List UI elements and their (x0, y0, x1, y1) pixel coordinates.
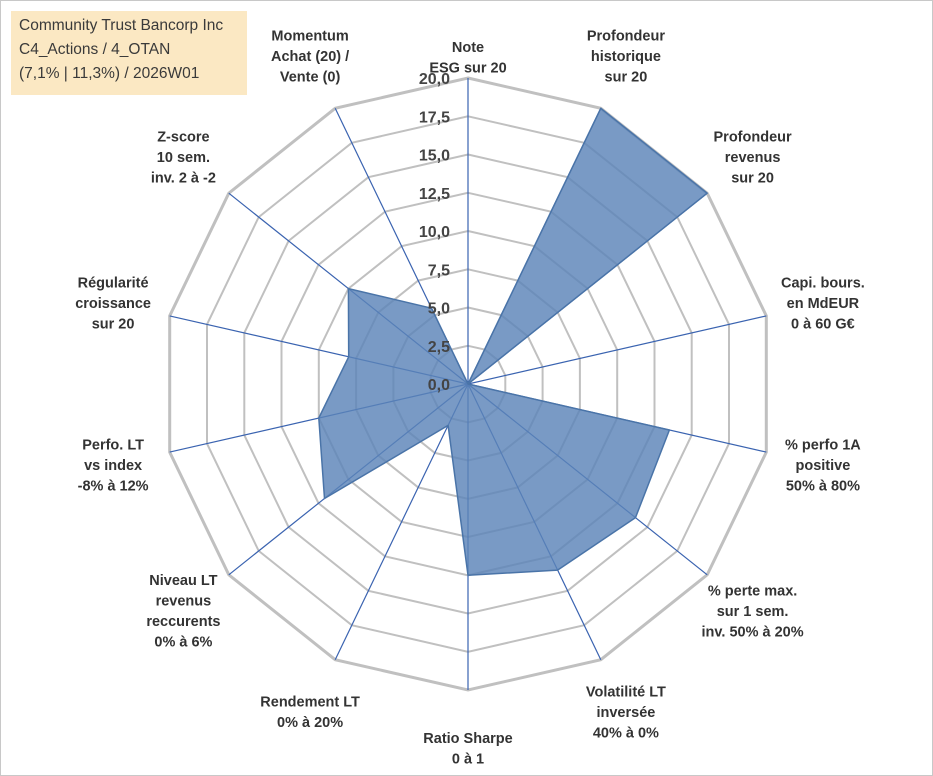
axis-label-line: -8% à 12% (78, 479, 149, 495)
axis-label-line: sur 1 sem. (717, 604, 789, 620)
axis-label-line: ESG sur 20 (429, 60, 506, 76)
axis-label-line: % perfo 1A (785, 438, 861, 454)
info-box: Community Trust Bancorp Inc C4_Actions /… (11, 11, 247, 95)
axis-label-line: Z-score (157, 130, 209, 146)
axis-label-line: inv. 50% à 20% (702, 625, 804, 641)
axis-label-line: Volatilité LT (586, 685, 666, 701)
tick-label: 12,5 (419, 186, 450, 203)
tick-label: 0,0 (428, 377, 450, 394)
axis-labels: Note ESG sur 20 Profondeur historique sur 20… (75, 29, 865, 768)
axis-label-4: % perfo 1A positive 50% à 80% (785, 438, 861, 495)
axis-label-line: Momentum (271, 29, 348, 45)
axis-label-7: Ratio Sharpe 0 à 1 (423, 731, 512, 768)
axis-label-line: Niveau LT (149, 573, 217, 589)
spoke-3 (467, 315, 767, 385)
axis-label-line: 0% à 20% (277, 715, 343, 731)
axis-label-line: Profondeur (714, 130, 792, 146)
axis-label-line: sur 20 (92, 317, 135, 333)
axis-label-line: Rendement LT (260, 695, 360, 711)
series-area (318, 107, 708, 577)
axis-label-line: 0% à 6% (154, 635, 212, 651)
axis-label-5: % perte max. sur 1 sem. inv. 50% à 20% (702, 584, 804, 641)
axis-label-line: reccurents (146, 614, 220, 630)
axis-label-11: Régularité croissance sur 20 (75, 276, 151, 333)
tick-label: 15,0 (419, 148, 450, 165)
axis-label-line: Achat (20) / (271, 49, 349, 65)
spoke-8 (334, 383, 469, 660)
axis-label-line: revenus (725, 150, 781, 166)
axis-label-line: 0 à 60 G€ (791, 317, 855, 333)
axis-label-9: Niveau LT revenus reccurents 0% à 6% (146, 573, 220, 651)
axis-label-line: vs index (84, 458, 142, 474)
axis-label-line: inversée (596, 705, 655, 721)
axis-label-line: 10 sem. (157, 150, 210, 166)
axis-label-line: Capi. bours. (781, 276, 865, 292)
performance-period: (7,1% | 11,3%) / 2026W01 (19, 65, 200, 82)
axis-label-line: sur 20 (731, 171, 774, 187)
axis-label-line: Perfo. LT (82, 438, 144, 454)
axis-label-line: historique (591, 49, 661, 65)
axis-label-12: Z-score 10 sem. inv. 2 à -2 (151, 130, 216, 187)
portfolio-code: C4_Actions / 4_OTAN (19, 41, 171, 58)
axis-label-6: Volatilité LT inversée 40% à 0% (586, 685, 666, 742)
tick-label: 2,5 (428, 339, 450, 356)
axis-label-8: Rendement LT 0% à 20% (260, 695, 360, 732)
axis-label-10: Perfo. LT vs index -8% à 12% (78, 438, 149, 495)
axis-label-2: Profondeur revenus sur 20 (714, 130, 792, 187)
tick-label: 10,0 (419, 224, 450, 241)
axis-label-line: 0 à 1 (452, 751, 484, 767)
axis-label-line: revenus (156, 594, 212, 610)
axis-label-line: Profondeur (587, 29, 665, 45)
radial-tick-labels: 0,0 2,5 5,0 7,5 10,0 12,5 15,0 17,5 20,0 (419, 71, 450, 394)
axis-label-line: % perte max. (708, 584, 797, 600)
axis-label-line: 50% à 80% (786, 479, 860, 495)
axis-label-line: Note (452, 40, 484, 56)
axis-label-line: en MdEUR (787, 296, 860, 312)
tick-label: 17,5 (419, 109, 450, 126)
company-name: Community Trust Bancorp Inc (19, 17, 224, 34)
axis-label-0: Note ESG sur 20 (429, 40, 506, 77)
axis-label-line: 40% à 0% (593, 726, 659, 742)
tick-label: 20,0 (419, 71, 450, 88)
tick-label: 5,0 (428, 301, 450, 318)
axis-label-line: Vente (0) (280, 70, 341, 86)
axis-label-line: sur 20 (605, 70, 648, 86)
tick-label: 7,5 (428, 262, 450, 279)
axis-label-line: inv. 2 à -2 (151, 171, 216, 187)
axis-label-line: Régularité (78, 276, 149, 292)
axis-label-3: Capi. bours. en MdEUR 0 à 60 G€ (781, 276, 865, 333)
axis-label-13: Momentum Achat (20) / Vente (0) (271, 29, 349, 86)
axis-label-line: positive (796, 458, 851, 474)
axis-label-line: Ratio Sharpe (423, 731, 512, 747)
axis-label-line: croissance (75, 296, 151, 312)
radar-series (318, 107, 708, 577)
axis-label-1: Profondeur historique sur 20 (587, 29, 665, 86)
